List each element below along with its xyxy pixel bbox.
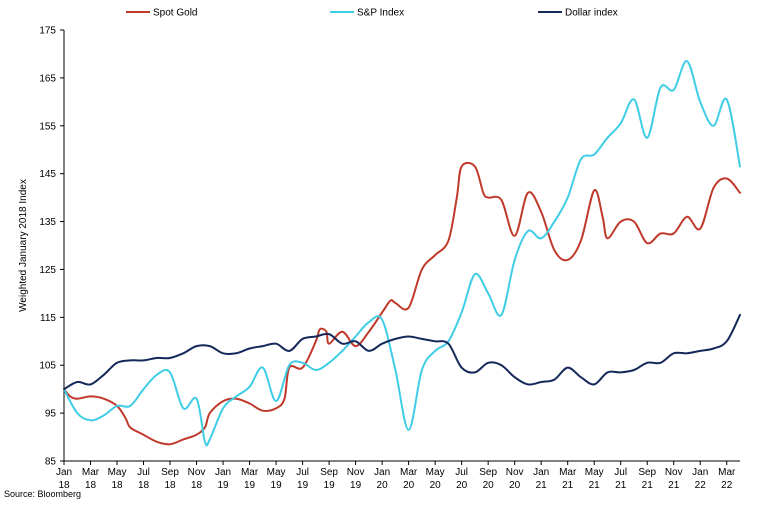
y-tick-label: 125 <box>39 265 56 276</box>
x-tick-label: Jul 19 <box>296 467 309 491</box>
x-tick-label: Mar 22 <box>718 467 736 491</box>
x-tick-label: May 18 <box>108 467 127 491</box>
y-axis-label: Weighted January 2018 Index <box>18 179 29 312</box>
x-tick-label: Jan 22 <box>692 467 708 491</box>
x-tick-label: Mar 18 <box>82 467 100 491</box>
legend-label-spot-gold: Spot Gold <box>153 8 197 19</box>
x-tick-label: Nov 20 <box>506 467 524 491</box>
x-axis: Jan 18 Mar 18 May 18 Jul 18 Sep 18 Nov 18 Jan 19 Mar 19… <box>56 460 740 491</box>
x-tick-label: Nov 18 <box>188 467 206 491</box>
y-tick-label: 105 <box>39 361 56 372</box>
x-tick-label: Jan 19 <box>215 467 231 491</box>
y-tick-label: 165 <box>39 73 56 84</box>
x-tick-label: Jul 20 <box>455 467 468 491</box>
y-tick-label: 155 <box>39 121 56 132</box>
legend-label-dollar-index: Dollar index <box>565 8 618 19</box>
y-tick-label: 115 <box>40 313 56 324</box>
x-tick-label: May 21 <box>585 467 604 491</box>
series-line-s-p-index <box>63 60 741 447</box>
x-tick-label: Sep 21 <box>638 467 656 491</box>
y-tick-label: 85 <box>45 457 57 468</box>
x-tick-label: Jan 21 <box>533 467 549 491</box>
y-tick-label: 95 <box>45 409 57 420</box>
x-tick-label: Mar 19 <box>241 467 259 491</box>
x-tick-label: Mar 21 <box>559 467 577 491</box>
x-tick-label: Sep 18 <box>161 467 179 491</box>
x-tick-label: Jan 18 <box>56 467 72 491</box>
x-tick-label: May 19 <box>267 467 286 491</box>
x-tick-label: Jul 21 <box>614 467 627 491</box>
y-axis: 85 95 105 115 125 135 145 155 165 175 <box>39 26 65 468</box>
y-tick-label: 175 <box>39 26 56 37</box>
x-tick-label: May 20 <box>426 467 445 491</box>
source-note: Source: Bloomberg <box>4 489 82 499</box>
x-tick-label: Jul 18 <box>137 467 150 491</box>
x-tick-label: Jan 20 <box>374 467 390 491</box>
series-line-spot-gold <box>63 161 741 446</box>
x-tick-label: Mar 20 <box>400 467 418 491</box>
legend-label-s-p-index: S&P Index <box>357 8 404 19</box>
x-tick-label: Sep 20 <box>479 467 497 491</box>
x-tick-label: Nov 21 <box>665 467 683 491</box>
y-tick-label: 145 <box>39 169 56 180</box>
x-tick-label: Nov 19 <box>347 467 365 491</box>
y-tick-label: 135 <box>39 217 56 228</box>
chart-series <box>63 60 741 447</box>
x-tick-label: Sep 19 <box>320 467 338 491</box>
series-line-dollar-index <box>63 313 741 391</box>
chart-legend: Spot Gold S&P Index Dollar index <box>126 8 618 19</box>
